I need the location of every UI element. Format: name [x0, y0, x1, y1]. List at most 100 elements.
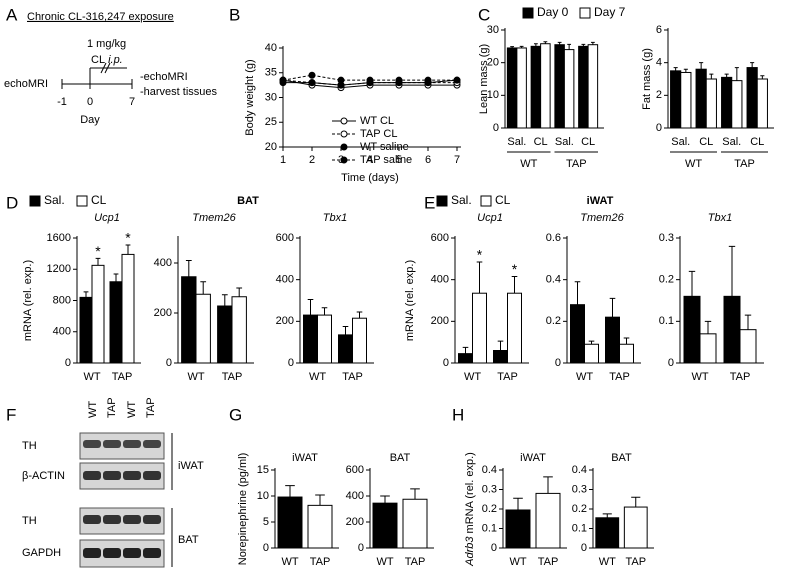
- error-bar: [476, 261, 483, 294]
- error-bar: [543, 41, 548, 44]
- panel-letter: H: [452, 405, 464, 424]
- legend-swatch: [29, 195, 41, 207]
- y-tick-label: 200: [276, 315, 294, 327]
- error-bar: [744, 314, 752, 330]
- y-axis-label-text: Lean mass (g): [478, 44, 490, 114]
- y-tick-label: 35: [265, 67, 277, 79]
- y-tick-label: 0.2: [546, 315, 561, 327]
- panel-letter: A: [6, 5, 18, 24]
- lane-label: WT: [126, 401, 138, 418]
- bar: [587, 44, 599, 129]
- error-bar: [567, 43, 572, 50]
- bar: [506, 47, 518, 129]
- bar: [563, 49, 575, 129]
- error-bar: [728, 245, 736, 297]
- point: [395, 76, 403, 84]
- error-bar: [410, 488, 420, 500]
- y-tick-label: 0: [263, 542, 269, 554]
- bar: [507, 292, 522, 364]
- chart-title: iWAT: [520, 452, 546, 464]
- legend-label: Day 7: [594, 5, 626, 19]
- x-tick-label: WT: [691, 371, 708, 383]
- y-tick-label: 20: [265, 141, 277, 153]
- legend-label: WT saline: [360, 141, 409, 153]
- chart-title: BAT: [611, 452, 632, 464]
- group-label: TAP: [566, 158, 587, 170]
- blot-tissue: BAT: [178, 534, 199, 546]
- chart-title: Tbx1: [708, 212, 732, 224]
- x-tick-label: TAP: [222, 371, 243, 383]
- error-bar: [462, 346, 469, 354]
- legend-marker: [340, 143, 348, 151]
- x-tick-label: TAP: [310, 556, 331, 568]
- x-tick-label: TAP: [342, 371, 363, 383]
- error-bar: [602, 513, 612, 518]
- error-bar: [315, 494, 325, 506]
- chart-title: Tmem26: [192, 212, 236, 224]
- y-tick-label: 0: [443, 357, 449, 369]
- point: [366, 76, 374, 84]
- legend-label: Sal.: [451, 193, 472, 207]
- y-axis-label-gene: Adrb3: [464, 536, 476, 567]
- y-tick-label: 0.3: [659, 232, 674, 244]
- error-bar: [307, 298, 314, 316]
- y-tick-label: 0.2: [482, 503, 497, 515]
- error-bar: [285, 485, 295, 498]
- y-tick-label: 0: [581, 542, 587, 554]
- y-tick-label: 400: [346, 490, 364, 502]
- legend-marker: [340, 156, 348, 164]
- group-label: TAP: [734, 158, 755, 170]
- error-bar: [543, 476, 553, 494]
- legend-marker: [340, 130, 348, 138]
- y-tick-label: 400: [431, 274, 449, 286]
- timeline-tick-label: 7: [129, 96, 135, 108]
- error-bar: [510, 46, 515, 48]
- legend-swatch: [579, 7, 591, 19]
- bar: [535, 492, 561, 549]
- y-tick-label: 600: [431, 232, 449, 244]
- bar: [217, 305, 233, 364]
- y-tick-label: 0.3: [572, 483, 587, 495]
- blot: [79, 432, 165, 568]
- point: [308, 79, 316, 87]
- y-tick-label: 10: [257, 490, 269, 502]
- bar: [195, 293, 211, 364]
- bar: [458, 353, 473, 364]
- bar: [372, 502, 398, 549]
- y-tick-label: 0.2: [659, 274, 674, 286]
- legend-swatch: [480, 195, 492, 207]
- chart-title: Ucp1: [477, 212, 503, 224]
- bar: [402, 498, 428, 549]
- y-tick-label: 20: [487, 57, 499, 69]
- legend-label: Day 0: [537, 5, 569, 19]
- y-tick-label: 40: [265, 42, 277, 54]
- y-tick-label: 6: [656, 24, 662, 36]
- x-tick-label: 4: [367, 154, 373, 166]
- bar: [670, 70, 682, 129]
- error-bar: [557, 41, 562, 45]
- panel-letter: D: [6, 193, 18, 212]
- bar: [317, 314, 332, 364]
- error-bar: [734, 67, 739, 81]
- chart-title: Ucp1: [94, 212, 120, 224]
- y-tick-label: 0.1: [572, 522, 587, 534]
- bar: [91, 264, 105, 364]
- panel-letter: C: [478, 5, 490, 24]
- bar: [121, 253, 135, 364]
- x-tick-label: CL: [534, 136, 548, 148]
- point: [337, 76, 345, 84]
- timeline-end: -harvest tissues: [140, 86, 218, 98]
- bar: [683, 295, 701, 364]
- x-tick-label: WT: [187, 371, 204, 383]
- bar: [493, 350, 508, 364]
- blot-row-label: GAPDH: [22, 547, 61, 559]
- y-axis-label: Body weight (g): [244, 59, 256, 135]
- x-tick-label: WT: [464, 371, 481, 383]
- bar: [307, 504, 333, 549]
- error-bar: [185, 260, 192, 277]
- x-tick-label: CL: [581, 136, 595, 148]
- y-tick-label: 0: [493, 122, 499, 134]
- y-axis-label-text: Fat mass (g): [641, 48, 653, 110]
- y-tick-label: 15: [257, 464, 269, 476]
- y-tick-label: 0.2: [572, 503, 587, 515]
